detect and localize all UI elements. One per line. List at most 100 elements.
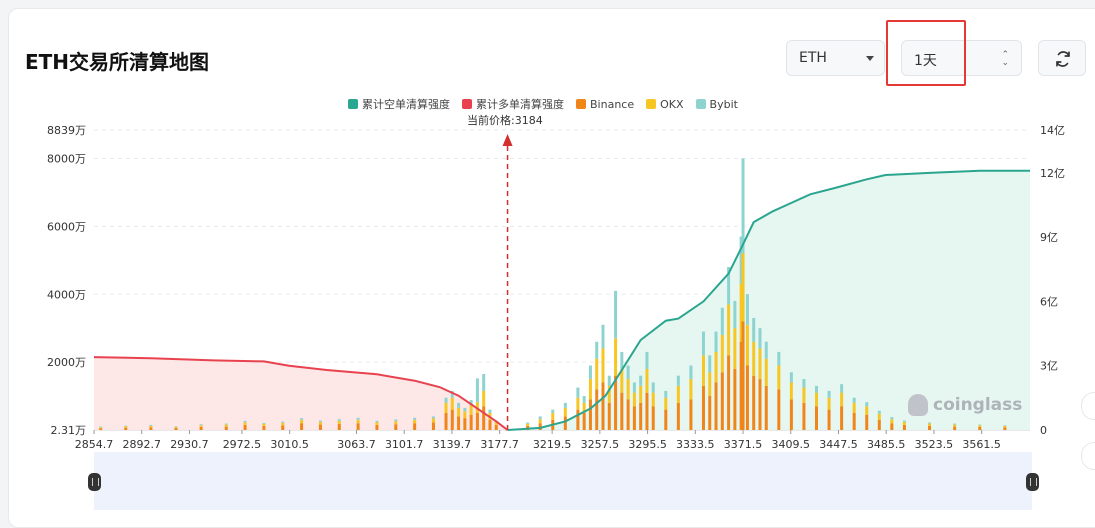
cumulative-long-area <box>94 357 508 430</box>
bar-binance <box>739 341 743 430</box>
bar-binance <box>733 368 737 430</box>
legend-item-okx[interactable]: OKX <box>646 96 684 112</box>
bar-okx <box>463 411 467 419</box>
bar-okx <box>149 425 153 428</box>
bar-okx <box>758 348 762 380</box>
bar-okx <box>444 402 448 414</box>
x-tick-label: 3447.5 <box>819 438 858 451</box>
legend-label: Bybit <box>709 97 738 111</box>
bar-bybit <box>582 396 586 403</box>
bar-okx <box>752 341 756 376</box>
x-tick-label: 3219.5 <box>533 438 572 451</box>
x-tick-label: 3409.5 <box>772 438 811 451</box>
legend-swatch <box>646 99 657 109</box>
bar-bybit <box>538 416 542 420</box>
bar-bybit <box>444 397 448 403</box>
bar-binance <box>582 413 586 430</box>
bar-bybit <box>337 419 341 421</box>
bar-bybit <box>877 410 881 414</box>
bar-bybit <box>865 402 869 407</box>
bar-bybit <box>953 423 957 425</box>
bar-bybit <box>607 375 611 386</box>
bar-okx <box>739 284 743 342</box>
y-left-tick-label: 8000万 <box>47 152 86 165</box>
bar-okx <box>601 348 605 383</box>
refresh-button[interactable] <box>1038 40 1086 76</box>
legend-swatch <box>462 99 472 109</box>
timeframe-select[interactable]: 1天 ⌃ ⌄ <box>901 40 1022 76</box>
bar-okx <box>745 324 749 366</box>
legend-item-long[interactable]: 累计多单清算强度 <box>462 96 564 112</box>
bar-bybit <box>701 331 705 356</box>
legend-item-binance[interactable]: Binance <box>576 96 634 112</box>
bar-bybit <box>708 355 712 373</box>
bar-bybit <box>482 373 486 391</box>
bar-bybit <box>632 382 636 393</box>
bar-binance <box>475 413 479 430</box>
bar-okx <box>840 392 844 407</box>
bar-okx <box>318 421 322 425</box>
bar-binance <box>840 406 844 430</box>
bar-okx <box>645 368 649 393</box>
bar-bybit <box>475 378 479 403</box>
bar-binance <box>645 392 649 430</box>
bar-bybit <box>457 402 461 408</box>
bar-binance <box>356 423 360 430</box>
bar-bybit <box>689 365 693 380</box>
x-tick-label: 3177.7 <box>480 438 519 451</box>
bar-binance <box>224 426 228 430</box>
bar-okx <box>733 328 737 369</box>
bar-bybit <box>488 409 492 414</box>
bar-okx <box>727 304 731 356</box>
bar-binance <box>953 426 957 430</box>
bar-binance <box>827 409 831 430</box>
x-tick-label: 3333.5 <box>676 438 715 451</box>
bar-bybit <box>676 375 680 386</box>
coin-select[interactable]: ETH <box>786 40 885 76</box>
zoom-handle-right[interactable] <box>1026 473 1039 491</box>
bar-bybit <box>243 420 247 423</box>
cumulative-short-area <box>507 170 1030 430</box>
bar-okx <box>494 422 498 425</box>
bar-bybit <box>741 158 745 254</box>
x-tick-label: 3523.5 <box>915 438 954 451</box>
bar-binance <box>99 428 103 430</box>
x-tick-label: 3101.7 <box>385 438 424 451</box>
bar-binance <box>802 402 806 430</box>
bar-bybit <box>739 236 743 285</box>
bar-binance <box>457 416 461 430</box>
bar-bybit <box>928 422 932 424</box>
bar-bybit <box>551 409 555 414</box>
bar-okx <box>928 423 932 426</box>
bar-bybit <box>356 417 360 420</box>
bar-binance <box>337 423 341 430</box>
bar-okx <box>664 397 668 410</box>
coinglass-logo-icon <box>908 394 928 416</box>
bar-binance <box>708 396 712 430</box>
bar-bybit <box>752 317 756 342</box>
bar-bybit <box>639 375 643 386</box>
bar-binance <box>720 372 724 430</box>
legend-item-bybit[interactable]: Bybit <box>695 96 738 112</box>
bar-binance <box>375 424 379 430</box>
bar-binance <box>727 355 731 430</box>
x-tick-label: 3063.7 <box>337 438 376 451</box>
bar-binance <box>902 424 906 430</box>
bar-bybit <box>450 390 454 398</box>
legend-item-short[interactable]: 累计空单清算强度 <box>348 96 450 112</box>
bar-binance <box>124 427 128 430</box>
bar-bybit <box>601 324 605 349</box>
zoom-handle-left[interactable] <box>88 473 101 491</box>
bar-bybit <box>720 307 724 335</box>
bar-okx <box>300 419 304 424</box>
bar-okx <box>243 422 247 425</box>
bar-okx <box>620 368 624 393</box>
bar-bybit <box>745 294 749 325</box>
bar-okx <box>199 425 203 427</box>
bar-bybit <box>262 422 266 424</box>
bar-bybit <box>375 420 379 423</box>
cumulative-short-line <box>507 169 1030 431</box>
bar-binance <box>538 423 542 430</box>
bar-binance <box>741 321 745 430</box>
zoom-slider-track[interactable] <box>94 452 1032 510</box>
